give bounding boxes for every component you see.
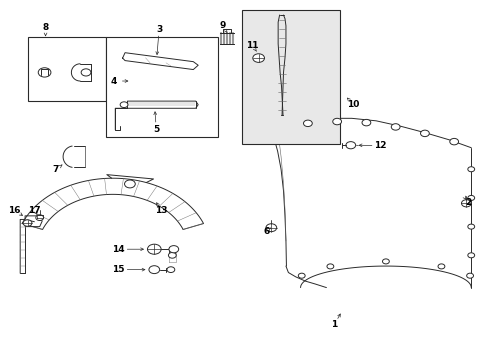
Text: 17: 17 [28,206,41,215]
Circle shape [120,102,128,108]
Text: 9: 9 [219,21,225,30]
Circle shape [467,224,474,229]
Text: 13: 13 [155,206,167,215]
Circle shape [390,124,399,130]
Circle shape [303,120,312,127]
Circle shape [332,118,341,125]
Text: 14: 14 [112,245,125,254]
Text: 4: 4 [110,77,117,86]
Circle shape [467,253,474,258]
Circle shape [23,220,32,226]
Text: 5: 5 [153,125,159,134]
Text: 10: 10 [346,100,359,109]
Circle shape [298,273,305,278]
Circle shape [449,138,458,145]
Circle shape [166,267,174,273]
Bar [105,37,217,137]
Circle shape [38,68,51,77]
Text: 16: 16 [8,206,20,215]
Circle shape [147,244,161,254]
Text: 11: 11 [245,41,258,50]
Circle shape [361,120,370,126]
Circle shape [326,264,333,269]
Circle shape [252,54,264,62]
Text: 15: 15 [112,265,125,274]
Circle shape [149,266,159,274]
Text: 12: 12 [373,141,386,150]
Text: 3: 3 [156,24,162,33]
Circle shape [466,273,472,278]
Circle shape [467,167,474,172]
Bar [242,10,339,144]
Circle shape [265,224,276,231]
Circle shape [461,200,470,207]
Circle shape [382,259,388,264]
Text: 1: 1 [330,320,337,329]
Text: 6: 6 [263,227,269,236]
Circle shape [168,252,176,258]
Circle shape [81,69,91,76]
Circle shape [36,215,43,221]
Circle shape [345,141,355,149]
Circle shape [168,246,178,253]
Text: 7: 7 [53,166,59,175]
Circle shape [124,180,135,188]
Circle shape [467,195,474,201]
Circle shape [437,264,444,269]
Bar [27,37,105,101]
Circle shape [420,130,428,136]
Text: 8: 8 [42,23,49,32]
Text: 2: 2 [465,198,471,207]
